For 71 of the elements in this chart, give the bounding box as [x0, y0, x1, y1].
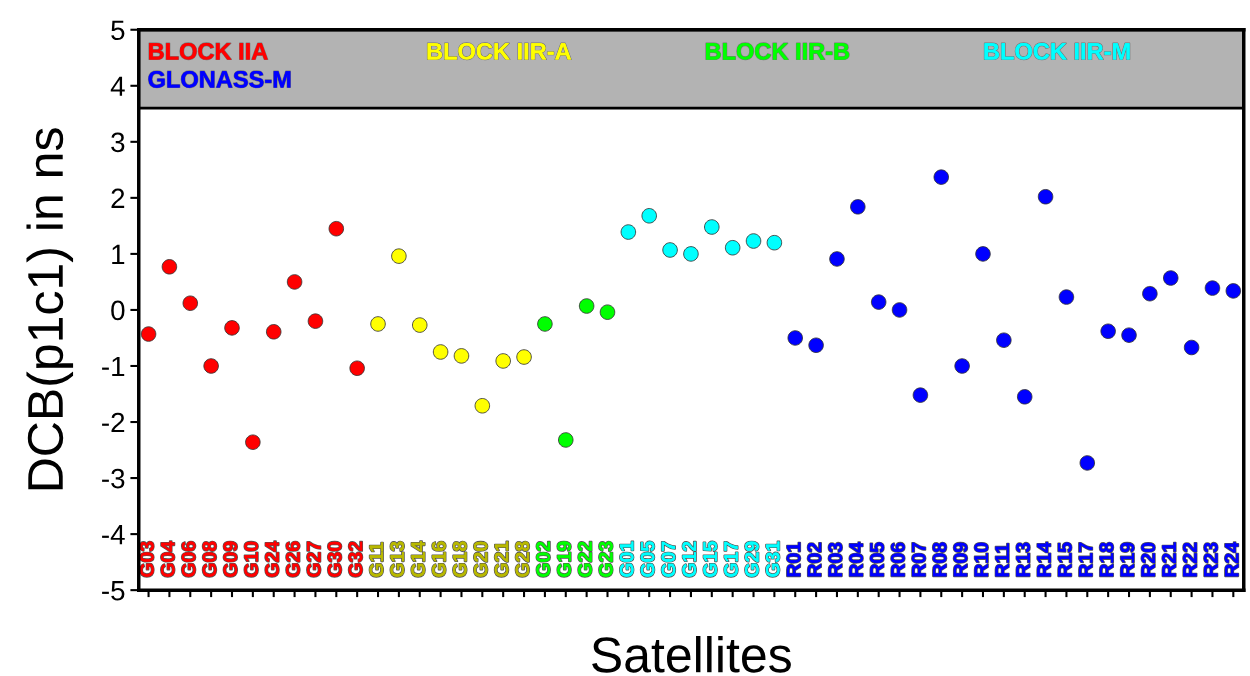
y-tick-label: -5	[102, 581, 125, 601]
x-tick-label: G19	[557, 541, 571, 577]
x-tick-label: R19	[1120, 542, 1135, 577]
x-tick-label: R22	[1183, 542, 1197, 577]
x-tick-label: G11	[369, 542, 384, 577]
x-tick-label: R14	[1037, 542, 1051, 577]
x-tick-label: G06	[181, 541, 196, 577]
x-tick-label: G26	[286, 541, 300, 577]
x-tick-label: G28	[515, 541, 530, 577]
x-tick-label: G21	[494, 541, 509, 577]
x-tick-label: R13	[1016, 542, 1030, 577]
x-tick-label: R09	[953, 542, 968, 577]
x-tick-label: R20	[1141, 542, 1156, 577]
y-tick-label: -1	[102, 356, 125, 377]
x-tick-label: R02	[807, 542, 822, 577]
x-tick-label: G29	[744, 541, 759, 577]
x-tick-label: G27	[306, 541, 321, 577]
y-tick-label: 2	[111, 188, 125, 208]
y-tick-label: 3	[111, 132, 125, 153]
x-tick-label: G14	[411, 541, 425, 577]
y-tick-label: 0	[111, 300, 125, 321]
x-tick-label: G09	[223, 541, 238, 577]
x-tick-label: G31	[765, 541, 780, 577]
x-tick-label: R21	[1162, 542, 1176, 577]
x-tick-label: G12	[682, 541, 697, 577]
x-tick-label: G08	[202, 541, 217, 577]
x-tick-label: G02	[536, 541, 551, 577]
text: BLOCK IIA	[149, 42, 268, 60]
x-tick-label: G22	[578, 541, 592, 577]
text: BLOCK IIR-M	[984, 42, 1130, 60]
x-tick-label: R23	[1203, 542, 1218, 577]
x-tick-label: R17	[1078, 542, 1093, 577]
x-tick-label: G01	[619, 541, 634, 577]
y-tick-label: -3	[102, 468, 125, 489]
x-tick-label: R11	[995, 543, 1009, 577]
x-tick-label: G10	[244, 541, 259, 577]
x-tick-label: G15	[703, 541, 718, 577]
x-axis-title: Satellites	[592, 635, 791, 673]
x-tick-label: G13	[390, 541, 405, 577]
x-tick-label: G05	[640, 541, 655, 577]
y-tick-label: 5	[111, 20, 125, 41]
x-tick-label: G23	[598, 541, 613, 577]
x-tick-label: G17	[724, 541, 738, 577]
y-tick-label: 1	[112, 244, 125, 264]
x-tick-label: R03	[828, 542, 843, 577]
y-tick-label: -4	[102, 525, 125, 545]
text: BLOCK IIR-A	[427, 42, 572, 60]
x-tick-label: G07	[661, 541, 676, 577]
x-tick-label: G30	[327, 541, 342, 577]
x-tick-label: R24	[1224, 542, 1239, 577]
x-tick-label: G03	[140, 541, 154, 577]
y-tick-label: 4	[110, 76, 125, 96]
x-tick-label: G04	[160, 541, 175, 577]
x-tick-label: R04	[849, 542, 864, 577]
x-tick-label: G24	[265, 541, 279, 577]
x-tick-label: R08	[932, 542, 947, 577]
x-tick-label: G16	[432, 541, 446, 577]
x-tick-label: R06	[891, 542, 905, 577]
text: BLOCK IIR-B	[706, 42, 850, 60]
y-axis-title: DCB(p1c1) in ns	[26, 128, 74, 490]
text: GLONASS-M	[148, 70, 291, 88]
x-tick-label: R15	[1058, 542, 1072, 577]
x-tick-label: G32	[348, 541, 363, 577]
x-tick-label: R07	[911, 542, 926, 577]
x-tick-label: R01	[786, 542, 801, 577]
x-tick-label: R18	[1099, 542, 1114, 577]
x-tick-label: R10	[974, 542, 989, 577]
x-tick-label: G20	[473, 541, 488, 577]
x-tick-label: R05	[870, 542, 884, 577]
y-tick-label: -2	[102, 412, 125, 433]
x-tick-label: G18	[452, 541, 467, 577]
